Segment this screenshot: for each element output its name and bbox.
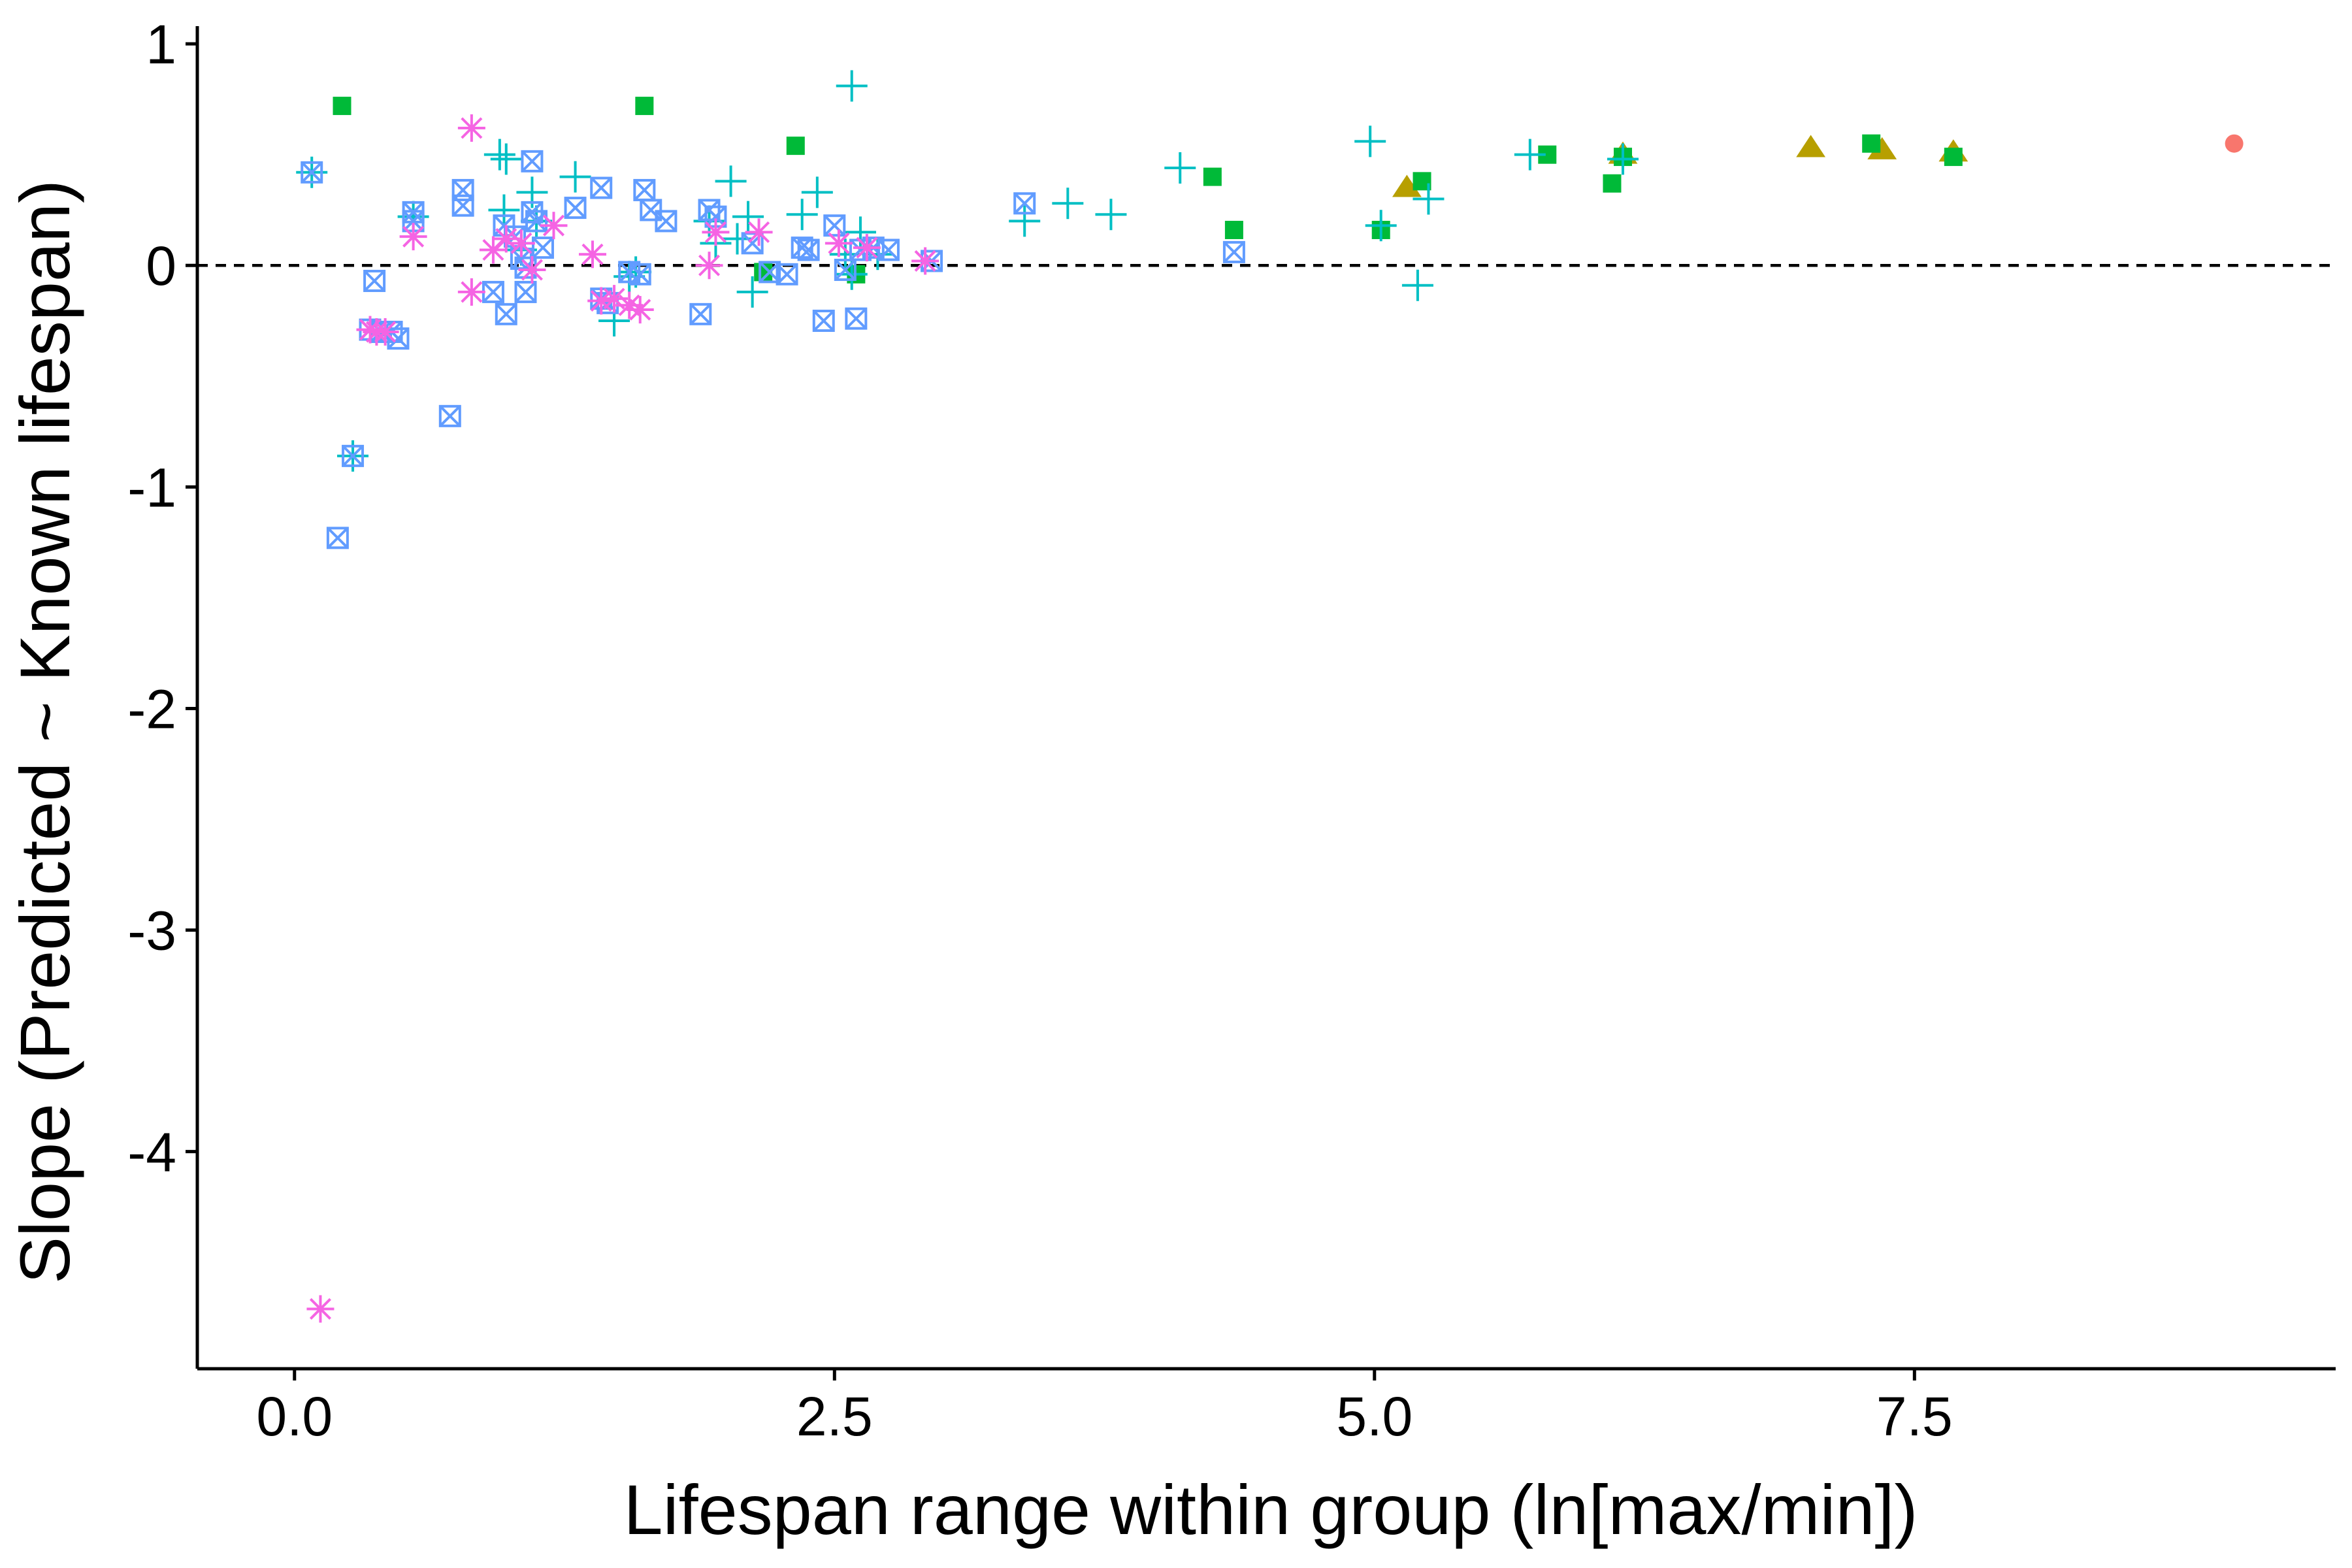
data-point-boxx [812, 310, 835, 333]
data-point-plus [1607, 143, 1639, 175]
data-point-boxx [326, 527, 349, 549]
data-point-square [1944, 148, 1963, 167]
data-point-plus [1009, 205, 1041, 237]
data-point-star [306, 1295, 335, 1323]
data-point-star [457, 114, 485, 142]
data-point-plus [736, 276, 768, 308]
x-tick-label: 2.5 [796, 1386, 873, 1447]
data-point-boxx [514, 280, 537, 303]
y-tick-label: -1 [127, 457, 176, 518]
data-point-star [507, 229, 535, 257]
data-point-square [1603, 174, 1622, 193]
plot-marks [197, 70, 2336, 1323]
data-point-plus [483, 139, 515, 171]
data-point-boxx [797, 238, 820, 261]
data-point-star [745, 218, 773, 246]
data-point-star [540, 212, 568, 240]
data-point-boxx [564, 197, 587, 220]
y-axis-ticks: 1 0 -1 -2 -3 -4 [127, 14, 197, 1183]
data-point-plus [1413, 183, 1445, 215]
data-point-boxx [521, 150, 544, 172]
data-point-star [626, 296, 654, 324]
data-point-star [615, 291, 644, 319]
data-point-boxx [845, 307, 868, 330]
data-point-square [786, 137, 805, 155]
data-point-square [333, 97, 351, 116]
data-point-plus [801, 176, 833, 208]
data-point-plus [1514, 139, 1546, 171]
data-point-star [695, 252, 723, 280]
data-point-plus [1052, 188, 1084, 220]
data-point-boxx [629, 263, 651, 286]
data-point-square [635, 97, 654, 116]
data-point-boxx [689, 302, 712, 325]
data-point-star [579, 240, 607, 269]
data-point-boxx [531, 237, 554, 259]
data-point-boxx [363, 269, 386, 292]
data-point-plus [1354, 125, 1386, 157]
data-point-boxx [342, 444, 365, 467]
data-point-star [479, 236, 507, 264]
data-point-boxx [438, 404, 461, 427]
data-point-plus [559, 161, 591, 193]
data-point-star [399, 223, 427, 251]
data-point-triangle [1867, 137, 1897, 159]
data-point-square [1224, 220, 1243, 239]
data-point-boxx [482, 280, 504, 303]
data-point-boxx [590, 176, 613, 199]
data-point-boxx [402, 210, 425, 233]
data-point-boxx [1013, 192, 1036, 215]
data-point-plus [836, 70, 868, 102]
data-point-plus [786, 199, 818, 231]
data-point-boxx [823, 214, 846, 237]
data-point-boxx [834, 259, 857, 282]
data-point-plus [490, 143, 522, 175]
data-point-boxx [495, 302, 517, 325]
y-tick-label: -2 [127, 678, 176, 740]
data-point-square [1862, 134, 1881, 153]
data-point-plus [1095, 199, 1127, 231]
data-point-boxx [633, 178, 656, 201]
data-point-plus [1164, 152, 1196, 184]
data-point-boxx [1222, 240, 1245, 263]
data-point-star [911, 247, 939, 275]
y-tick-label: 1 [146, 14, 176, 75]
data-point-boxx [877, 238, 900, 261]
x-tick-label: 5.0 [1336, 1386, 1413, 1447]
data-point-star [825, 229, 853, 257]
y-tick-label: 0 [146, 235, 176, 297]
data-point-triangle [1392, 174, 1422, 197]
data-point-plus [732, 201, 764, 233]
y-axis-title: Slope (Predicted ~ Known lifespan) [5, 180, 84, 1284]
data-point-boxx [776, 263, 798, 286]
data-point-star [518, 256, 546, 284]
data-point-boxx [301, 161, 323, 184]
data-point-triangle [1796, 135, 1826, 157]
x-tick-label: 7.5 [1876, 1386, 1953, 1447]
data-point-boxx [655, 210, 678, 233]
data-point-plus [1401, 269, 1433, 301]
data-point-boxx [525, 210, 548, 233]
data-point-plus [488, 194, 520, 226]
data-point-plus [715, 165, 747, 197]
data-point-circle [2225, 134, 2244, 153]
data-point-star [371, 318, 399, 346]
x-tick-label: 0.0 [256, 1386, 333, 1447]
x-axis-title: Lifespan range within group (ln[max/min]… [624, 1470, 1918, 1549]
y-tick-label: -4 [127, 1122, 176, 1183]
data-point-star [457, 278, 485, 306]
x-axis-ticks: 0.0 2.5 5.0 7.5 [256, 1369, 1953, 1447]
data-point-plus [1365, 210, 1397, 242]
data-point-square [1203, 167, 1222, 186]
data-point-boxx [451, 194, 474, 217]
y-tick-label: -3 [127, 900, 176, 962]
data-point-star [853, 234, 881, 262]
data-point-star [702, 218, 730, 246]
